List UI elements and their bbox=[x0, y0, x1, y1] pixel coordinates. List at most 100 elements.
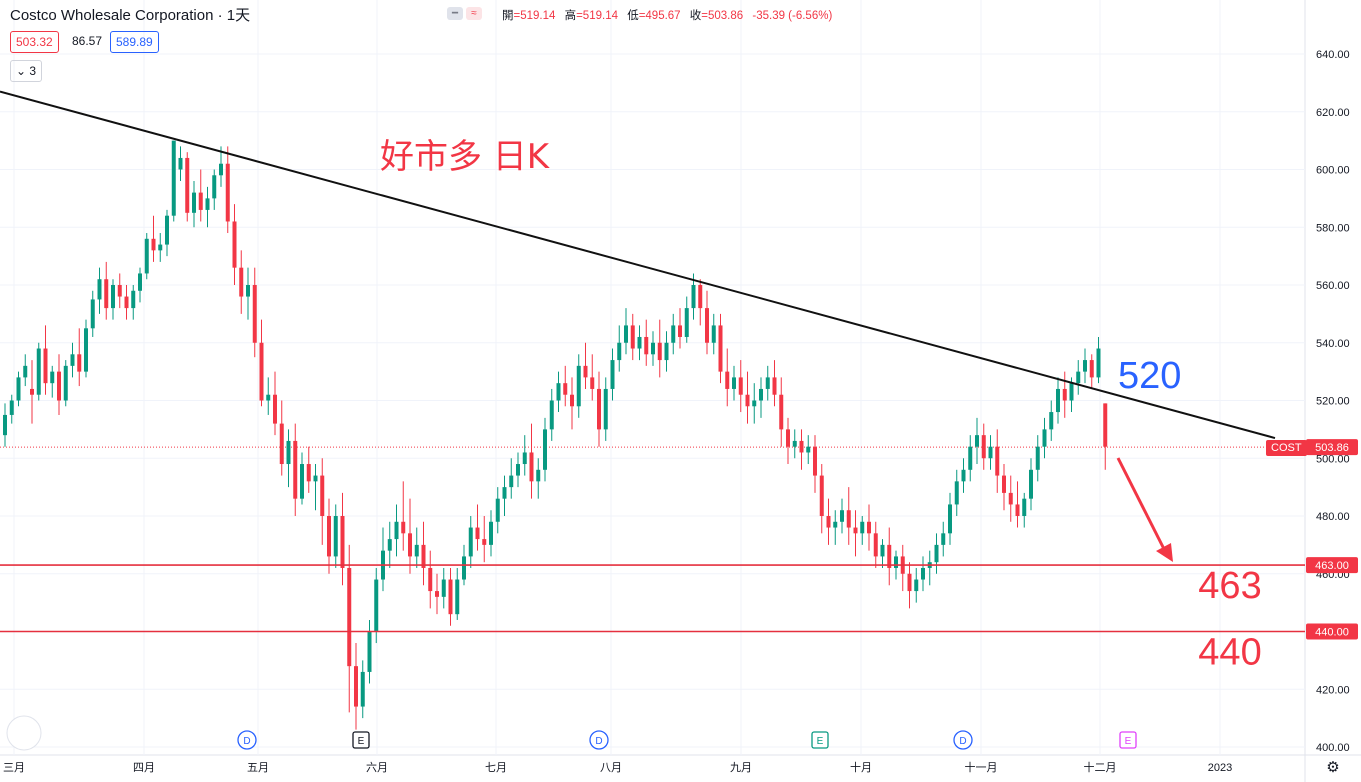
candle-body bbox=[104, 279, 109, 309]
time-axis-label: 四月 bbox=[133, 762, 155, 774]
candle-body bbox=[63, 365, 68, 401]
earnings-marker[interactable] bbox=[811, 731, 829, 749]
collapse-count: 3 bbox=[29, 64, 37, 78]
compare-icon[interactable]: ━ bbox=[447, 7, 463, 20]
price-axis-label: 540.00 bbox=[1316, 338, 1350, 350]
candle-body bbox=[273, 394, 277, 424]
candle-body bbox=[259, 342, 264, 401]
candle-body bbox=[165, 215, 169, 245]
price-axis-label: 640.00 bbox=[1316, 49, 1350, 61]
candle-body bbox=[968, 446, 973, 470]
candle-body bbox=[860, 521, 865, 534]
time-axis-label: 九月 bbox=[730, 761, 752, 774]
candle-body bbox=[921, 567, 925, 580]
candle-body bbox=[975, 435, 979, 447]
candle-body bbox=[1042, 429, 1047, 447]
candle-body bbox=[333, 516, 338, 557]
time-axis-label: 五月 bbox=[247, 762, 269, 774]
dividend-marker[interactable] bbox=[589, 730, 609, 750]
candle-body bbox=[981, 435, 986, 459]
candle-body bbox=[462, 556, 466, 580]
candle-body bbox=[549, 400, 554, 430]
indicator-value-lower: 503.32 bbox=[10, 31, 59, 53]
candle-body bbox=[185, 157, 190, 213]
candle-body bbox=[198, 192, 203, 210]
candle-body bbox=[995, 446, 1000, 476]
candle-body bbox=[813, 446, 817, 476]
ohlc-open-label: 開 bbox=[502, 10, 514, 22]
candle-body bbox=[833, 521, 838, 528]
candle-body bbox=[637, 336, 642, 349]
candle-body bbox=[583, 365, 588, 378]
candle-body bbox=[718, 325, 723, 372]
earnings-marker[interactable] bbox=[1119, 731, 1137, 749]
candle-body bbox=[624, 325, 628, 343]
candle-body bbox=[664, 342, 669, 361]
candle-body bbox=[387, 539, 392, 551]
candle-body bbox=[1029, 469, 1033, 499]
candle-body bbox=[725, 371, 730, 389]
dividend-marker[interactable] bbox=[237, 730, 257, 750]
candle-body bbox=[786, 429, 790, 447]
level-price-label: 463.00 bbox=[1315, 560, 1349, 572]
scroll-to-realtime-icon[interactable] bbox=[6, 715, 42, 751]
candle-body bbox=[698, 285, 703, 309]
candle-body bbox=[630, 325, 635, 349]
candle-body bbox=[286, 440, 291, 465]
chevron-down-icon: ⌄ bbox=[16, 64, 27, 78]
wave-icon[interactable]: ≈ bbox=[466, 7, 482, 20]
candle-body bbox=[1062, 388, 1067, 401]
ohlc-close-value: =503.86 bbox=[701, 10, 744, 22]
candle-body bbox=[765, 377, 770, 389]
ohlc-open-value: =519.14 bbox=[513, 10, 556, 22]
candle-body bbox=[610, 360, 615, 389]
collapse-indicators-button[interactable]: ⌄ 3 bbox=[10, 60, 43, 82]
price-axis-label: 620.00 bbox=[1316, 107, 1350, 119]
candle-body bbox=[455, 579, 460, 615]
candle-body bbox=[502, 487, 507, 499]
candle-body bbox=[867, 521, 871, 534]
price-axis-label: 400.00 bbox=[1316, 742, 1350, 754]
candle-body bbox=[246, 285, 250, 297]
candle-body bbox=[36, 348, 41, 395]
candle-body bbox=[232, 221, 237, 268]
earnings-marker[interactable] bbox=[352, 731, 370, 749]
candle-body bbox=[1083, 360, 1087, 372]
earnings-marker-label: E bbox=[358, 736, 365, 747]
settings-gear-icon: ⚙ bbox=[1326, 758, 1339, 776]
candle-body bbox=[738, 377, 743, 395]
candle-body bbox=[252, 285, 257, 343]
dividend-marker[interactable] bbox=[953, 730, 973, 750]
candle-body bbox=[576, 365, 581, 407]
candle-body bbox=[806, 446, 811, 453]
candle-body bbox=[570, 394, 574, 407]
time-axis-label: 三月 bbox=[3, 762, 25, 774]
trendline[interactable] bbox=[0, 90, 1276, 440]
candle-body bbox=[367, 631, 372, 672]
candle-body bbox=[840, 510, 844, 522]
price-axis-panel[interactable] bbox=[1305, 0, 1361, 782]
candle-body bbox=[401, 521, 406, 534]
earnings-marker-label: E bbox=[1125, 736, 1132, 747]
candle-body bbox=[617, 342, 622, 361]
candle-body bbox=[482, 539, 487, 545]
candle-body bbox=[759, 388, 763, 401]
candle-body bbox=[225, 163, 230, 222]
price-axis-label: 560.00 bbox=[1316, 280, 1350, 292]
candle-body bbox=[43, 348, 48, 384]
candle-body bbox=[3, 414, 7, 436]
candle-body bbox=[9, 400, 14, 415]
ohlc-high-label: 高 bbox=[564, 10, 577, 22]
candle-body bbox=[819, 475, 824, 516]
candle-body bbox=[50, 371, 55, 384]
candle-body bbox=[597, 388, 601, 430]
ohlc-low-label: 低 bbox=[627, 10, 639, 22]
candle-body bbox=[590, 377, 595, 389]
candle-body bbox=[212, 175, 217, 199]
candle-body bbox=[907, 573, 912, 592]
symbol-tag: COST bbox=[1271, 442, 1302, 454]
candle-body bbox=[111, 285, 115, 309]
candle-body bbox=[880, 544, 885, 557]
candle-body bbox=[887, 544, 892, 568]
